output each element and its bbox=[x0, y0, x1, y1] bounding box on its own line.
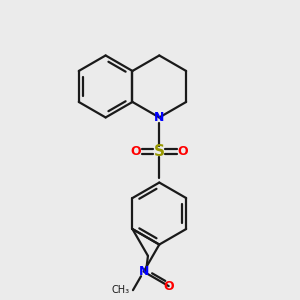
Text: N: N bbox=[139, 265, 149, 278]
Text: O: O bbox=[131, 145, 141, 158]
Text: CH₃: CH₃ bbox=[111, 285, 129, 295]
Text: S: S bbox=[154, 144, 165, 159]
Text: O: O bbox=[177, 145, 188, 158]
Text: O: O bbox=[164, 280, 174, 292]
Text: N: N bbox=[154, 111, 164, 124]
